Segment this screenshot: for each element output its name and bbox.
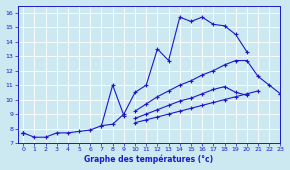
X-axis label: Graphe des températures (°c): Graphe des températures (°c) xyxy=(84,155,213,164)
